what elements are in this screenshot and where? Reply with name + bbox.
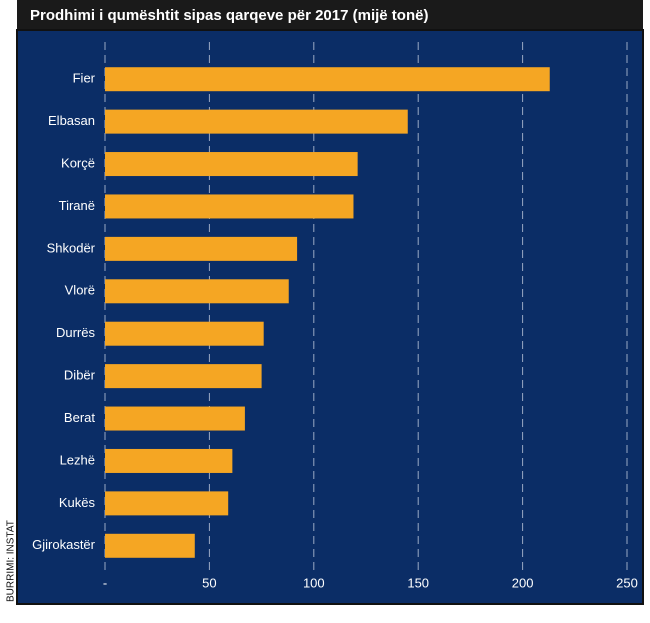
x-tick-label: 250 [616,575,638,590]
y-tick-label: Vlorë [65,283,95,298]
y-tick-label: Shkodër [47,240,96,255]
y-tick-label: Dibër [64,368,96,383]
bar [105,321,264,346]
title-bar [17,0,643,30]
y-tick-label: Elbasan [48,113,95,128]
bar [105,533,195,558]
bar [105,279,289,304]
y-tick-label: Gjirokastër [32,537,96,552]
bar [105,364,262,389]
y-tick-label: Tiranë [59,198,95,213]
y-tick-label: Fier [73,71,96,86]
plot: - 50 100 150 200 250 Fier Elbasan Korçë Tiranë Shk… [32,42,638,590]
bar [105,152,358,177]
bar [105,236,298,261]
source: BURRIMI: INSTAT [6,520,17,602]
y-tick-label: Lezhë [60,452,95,467]
x-tick-label: 100 [303,575,325,590]
y-tick-label: Berat [64,410,95,425]
bar [105,194,354,219]
chart-title: Prodhimi i qumështit sipas qarqeve për 2… [30,7,428,24]
x-tick-label: 50 [202,575,216,590]
y-tick-label: Kukës [59,495,96,510]
bar [105,406,245,431]
bar [105,448,233,473]
bar [105,67,550,92]
y-tick-label: Korçë [61,155,95,170]
bar [105,491,229,516]
x-tick-label: 200 [512,575,534,590]
bar [105,109,408,134]
x-tick-label: - [103,575,107,590]
x-tick-label: 150 [407,575,429,590]
y-tick-label: Durrës [56,325,96,340]
